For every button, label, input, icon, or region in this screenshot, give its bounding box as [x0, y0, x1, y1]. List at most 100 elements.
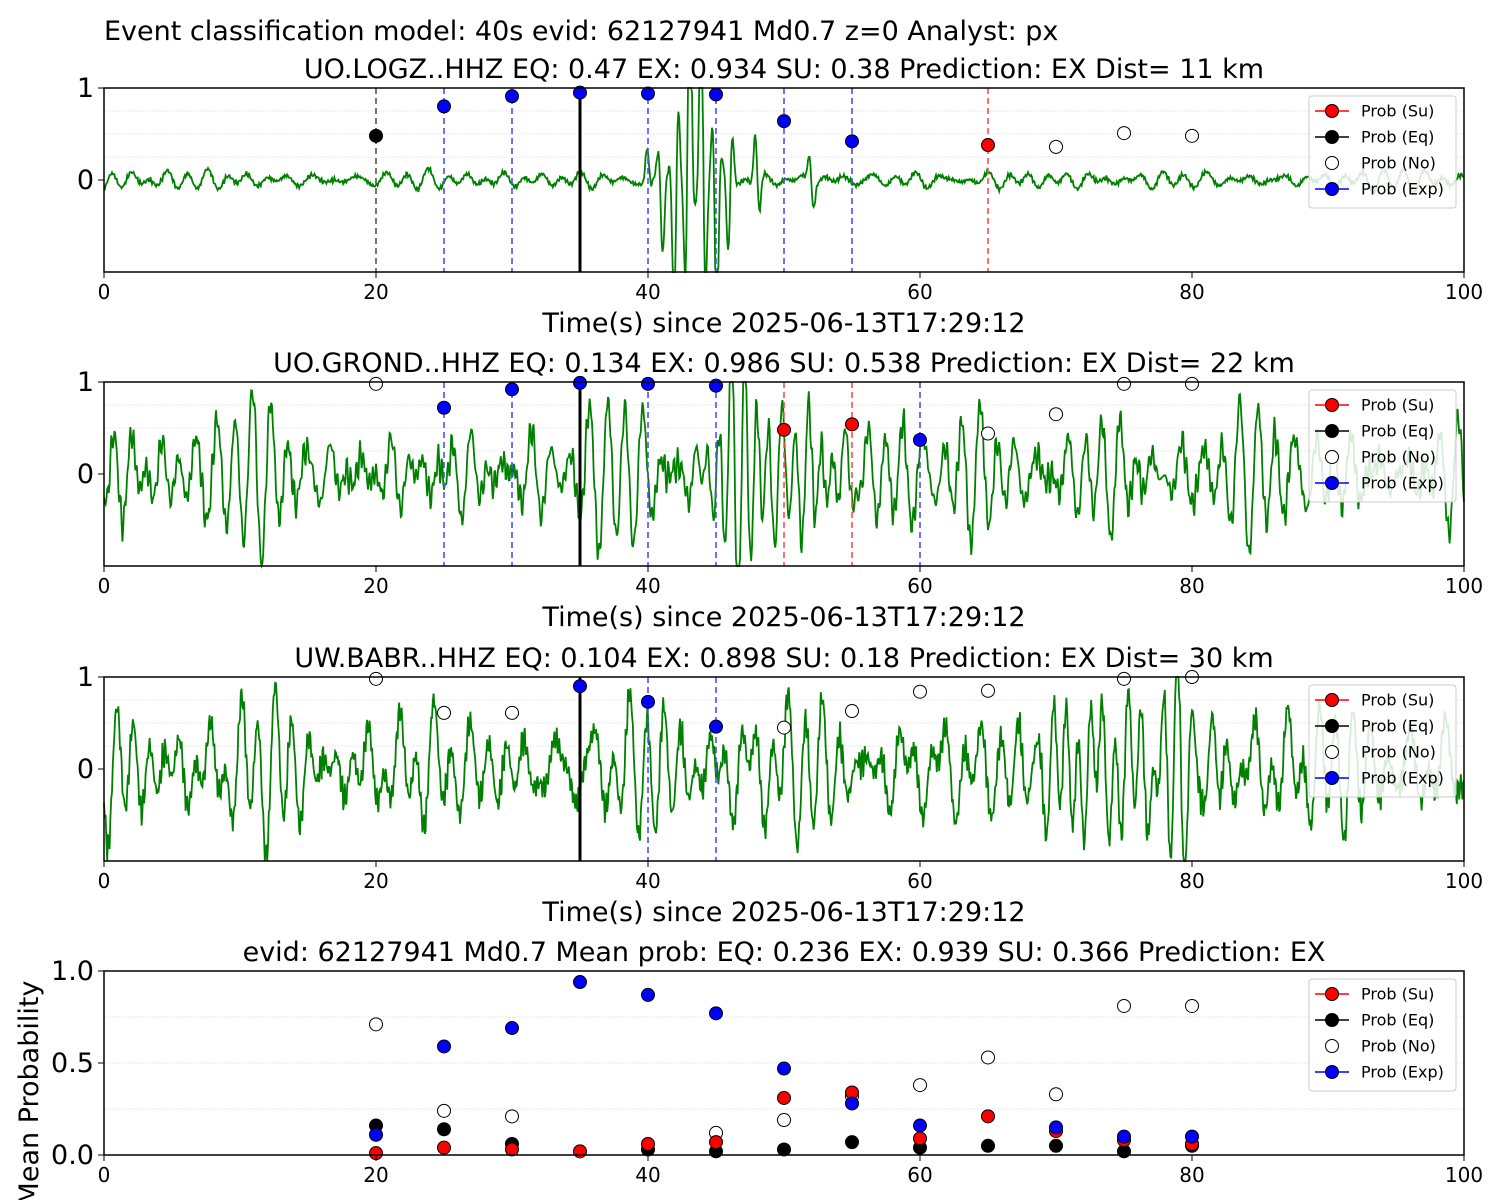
y-axis-label: Mean Probability [14, 981, 45, 1200]
prob-marker-no [1117, 671, 1131, 686]
y-tick-label: 0 [77, 754, 94, 785]
prob-marker-exp [573, 85, 587, 100]
x-tick-label: 60 [907, 574, 932, 598]
subplot-title: evid: 62127941 Md0.7 Mean prob: EQ: 0.23… [243, 937, 1326, 968]
mean-prob-point-exp [641, 987, 655, 1002]
y-tick-label: 0.5 [51, 1048, 94, 1079]
mean-prob-point-exp [1049, 1120, 1063, 1135]
legend-label-eq: Prob (Eq) [1361, 717, 1434, 736]
mean-prob-point-su [981, 1109, 995, 1124]
legend-label-exp: Prob (Exp) [1361, 180, 1444, 199]
y-tick-label: 1.0 [51, 956, 94, 987]
mean-prob-point-su [913, 1131, 927, 1146]
mean-prob-point-no [1049, 1087, 1063, 1102]
mean-prob-point-su [777, 1090, 791, 1105]
prob-marker-no [1117, 126, 1131, 141]
legend-marker-exp [1325, 1065, 1339, 1079]
prob-marker-exp [573, 375, 587, 390]
y-tick-label: 0.0 [51, 1140, 94, 1171]
legend-marker-exp [1325, 771, 1339, 785]
legend-marker-exp [1325, 182, 1339, 196]
mean-prob-point-eq [1049, 1138, 1063, 1153]
mean-prob-point-no [1117, 998, 1131, 1013]
legend-marker-eq [1325, 130, 1339, 144]
prob-marker-exp [641, 376, 655, 391]
prob-marker-no [369, 671, 383, 686]
mean-prob-point-eq [981, 1138, 995, 1153]
mean-prob-point-exp [437, 1039, 451, 1054]
prob-marker-exp [437, 99, 451, 114]
prob-marker-exp [709, 87, 723, 102]
mean-prob-point-exp [913, 1118, 927, 1133]
legend: Prob (Su) Prob (Eq) Prob (No) Prob (Exp) [1308, 389, 1457, 503]
subplot-4: evid: 62127941 Md0.7 Mean prob: EQ: 0.23… [14, 937, 1483, 1200]
legend: Prob (Su) Prob (Eq) Prob (No) Prob (Exp) [1308, 684, 1457, 798]
y-tick-label: 0 [77, 459, 94, 490]
x-tick-label: 20 [363, 574, 388, 598]
prob-marker-exp [709, 719, 723, 734]
legend-label-exp: Prob (Exp) [1361, 769, 1444, 788]
mean-prob-point-no [777, 1113, 791, 1128]
prob-marker-no [1049, 139, 1063, 154]
seismogram-trace [103, 676, 1465, 862]
axes-frame [103, 87, 1465, 273]
x-tick-label: 40 [635, 1163, 660, 1187]
prob-marker-no [1049, 407, 1063, 422]
axes-frame [103, 381, 1465, 567]
prob-marker-no [913, 684, 927, 699]
legend-marker-no [1325, 156, 1339, 170]
axes-frame [103, 970, 1465, 1156]
x-tick-label: 100 [1445, 280, 1483, 304]
legend-label-su: Prob (Su) [1361, 102, 1434, 121]
prob-marker-eq [369, 128, 383, 143]
prob-marker-exp [777, 114, 791, 129]
x-tick-label: 40 [635, 280, 660, 304]
legend-frame [1308, 95, 1457, 209]
subplot-title: UO.LOGZ..HHZ EQ: 0.47 EX: 0.934 SU: 0.38… [304, 54, 1264, 85]
x-tick-label: 80 [1179, 574, 1204, 598]
prob-marker-exp [573, 679, 587, 694]
prob-marker-no [981, 683, 995, 698]
mean-prob-point-no [437, 1103, 451, 1118]
subplot-title: UO.GROND..HHZ EQ: 0.134 EX: 0.986 SU: 0.… [273, 348, 1295, 379]
mean-prob-point-su [505, 1142, 519, 1157]
mean-prob-point-exp [573, 975, 587, 990]
prob-marker-su [845, 417, 859, 432]
x-tick-label: 100 [1445, 574, 1483, 598]
mean-prob-point-su [437, 1140, 451, 1155]
legend-marker-su [1325, 398, 1339, 412]
x-tick-label: 80 [1179, 869, 1204, 893]
legend-frame [1308, 978, 1457, 1092]
legend: Prob (Su) Prob (Eq) Prob (No) Prob (Exp) [1308, 95, 1457, 209]
prob-marker-no [437, 705, 451, 720]
prob-marker-no [981, 426, 995, 441]
x-tick-label: 60 [907, 869, 932, 893]
mean-prob-point-eq [437, 1122, 451, 1137]
x-tick-label: 0 [98, 1163, 111, 1187]
x-axis-label: Time(s) since 2025-06-13T17:29:12 [541, 897, 1025, 928]
mean-prob-point-exp [845, 1096, 859, 1111]
x-tick-label: 20 [363, 280, 388, 304]
legend-marker-eq [1325, 719, 1339, 733]
mean-prob-point-exp [777, 1061, 791, 1076]
prob-marker-no [845, 704, 859, 719]
prob-marker-exp [437, 400, 451, 415]
y-tick-label: 1 [77, 662, 94, 693]
y-tick-label: 1 [77, 73, 94, 104]
legend-frame [1308, 684, 1457, 798]
figure-suptitle: Event classification model: 40s evid: 62… [104, 16, 1058, 47]
prob-marker-exp [845, 134, 859, 149]
axes-frame [103, 676, 1465, 862]
legend-label-su: Prob (Su) [1361, 985, 1434, 1004]
mean-prob-point-eq [777, 1142, 791, 1157]
mean-prob-point-exp [369, 1127, 383, 1142]
mean-prob-point-exp [1185, 1129, 1199, 1144]
mean-prob-point-exp [1117, 1129, 1131, 1144]
legend-marker-su [1325, 987, 1339, 1001]
legend: Prob (Su) Prob (Eq) Prob (No) Prob (Exp) [1308, 978, 1457, 1092]
legend-label-eq: Prob (Eq) [1361, 1011, 1434, 1030]
legend-label-exp: Prob (Exp) [1361, 474, 1444, 493]
x-tick-label: 80 [1179, 280, 1204, 304]
y-tick-label: 1 [77, 367, 94, 398]
